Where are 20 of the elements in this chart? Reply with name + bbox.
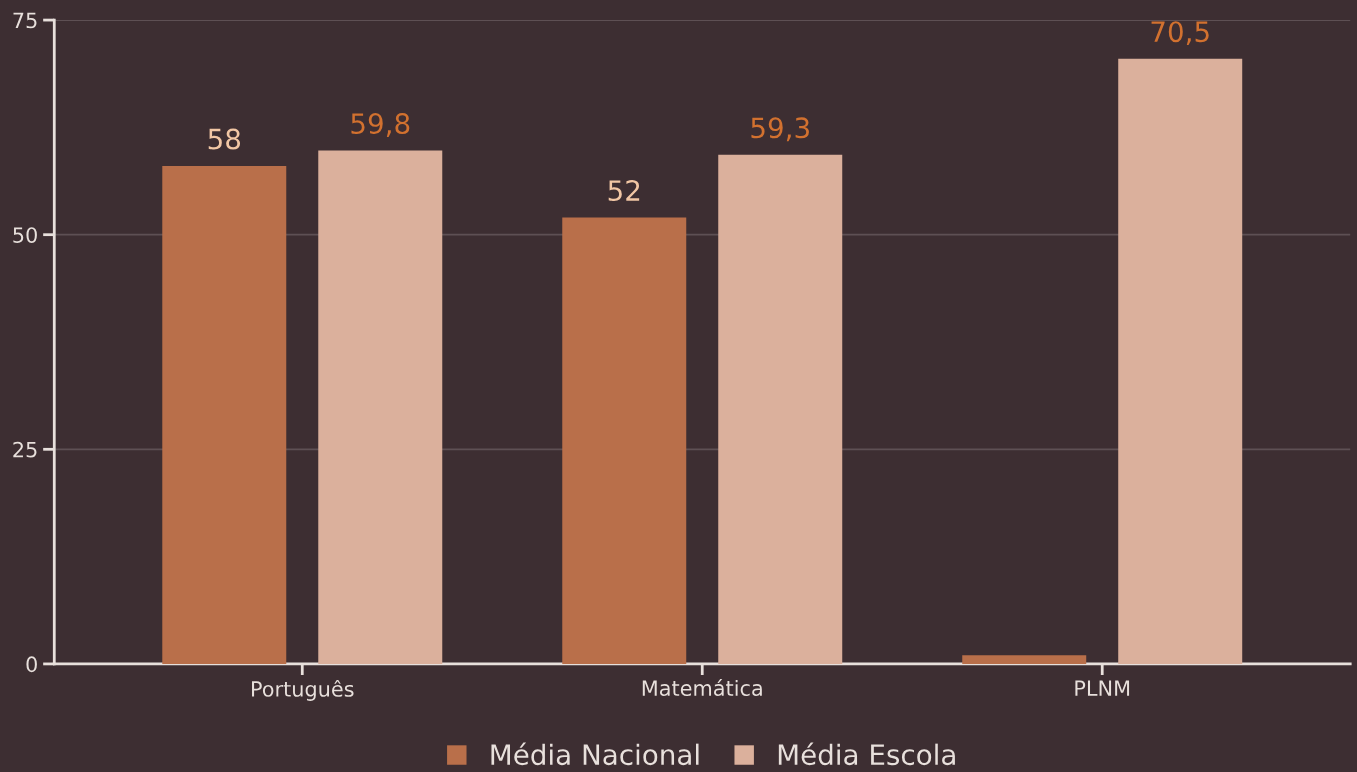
bar xyxy=(562,217,687,664)
x-tick-label: Português xyxy=(252,679,354,701)
y-tick-label: 75 xyxy=(13,12,37,29)
data-label: 59,8 xyxy=(351,113,410,137)
y-tick-label: 50 xyxy=(13,227,37,243)
x-tick-label: Matemática xyxy=(642,679,762,697)
y-tick-label: 0 xyxy=(26,656,37,673)
data-label: 70,5 xyxy=(1151,21,1209,46)
legend-label: Média Nacional xyxy=(491,742,699,766)
bar xyxy=(318,150,443,664)
data-label: 58 xyxy=(208,128,241,150)
bar xyxy=(1118,58,1243,664)
legend-label: Média Escola xyxy=(778,742,955,766)
bar xyxy=(962,655,1087,664)
bar xyxy=(718,154,843,664)
x-tick-label: PLNM xyxy=(1075,680,1130,696)
data-label: 52 xyxy=(608,180,640,202)
bar xyxy=(162,166,287,664)
data-label: 59,3 xyxy=(751,117,809,142)
y-tick-label: 25 xyxy=(13,441,37,458)
